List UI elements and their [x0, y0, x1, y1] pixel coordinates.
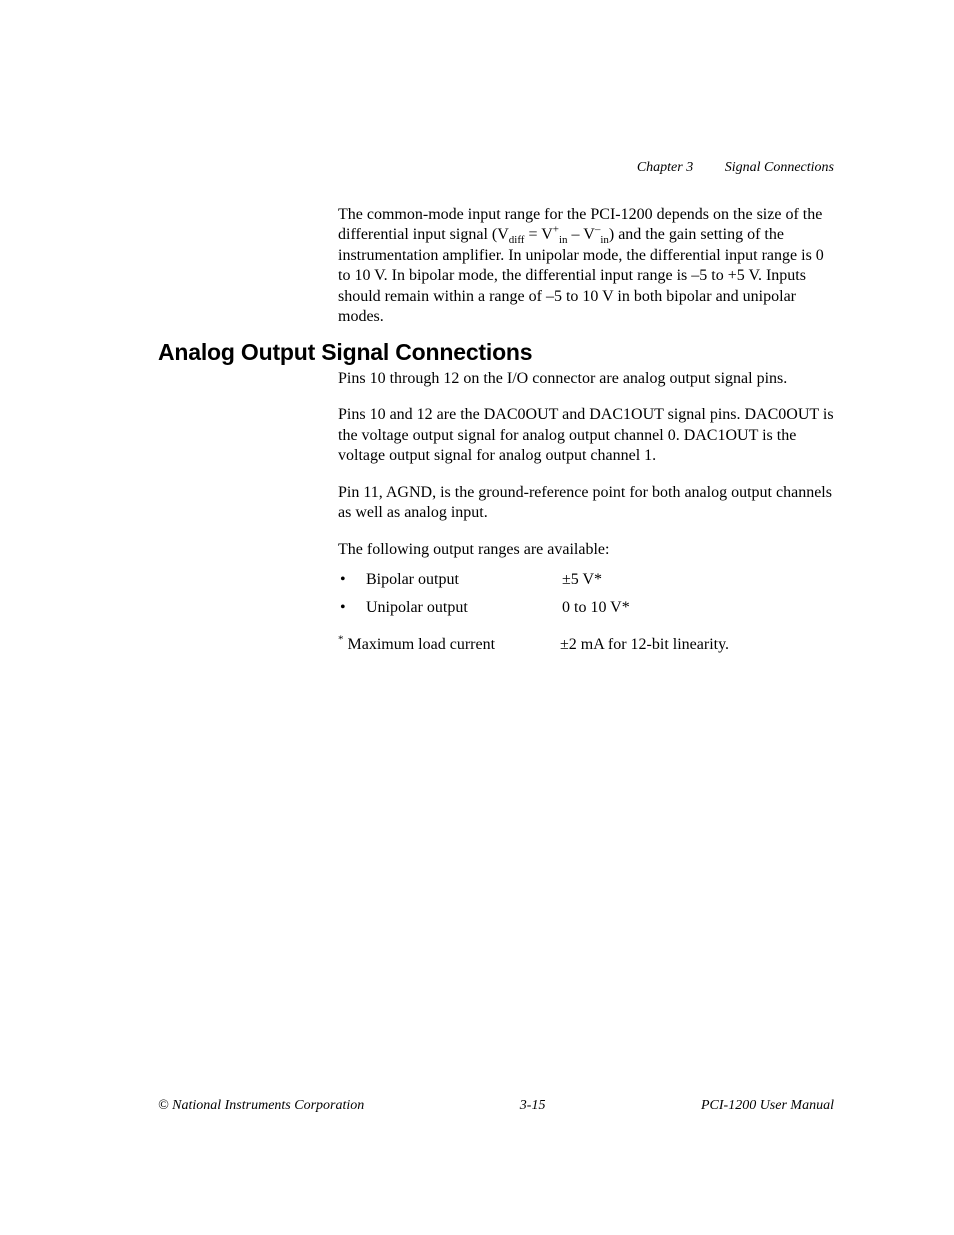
para-2: Pins 10 and 12 are the DAC0OUT and DAC1O…: [338, 405, 836, 466]
bullet-label: Unipolar output: [366, 596, 562, 620]
bullet-value: ±5 V*: [562, 568, 836, 592]
document-page: Chapter 3 Signal Connections The common-…: [0, 0, 954, 1235]
bullet-icon: •: [338, 596, 366, 620]
footnote-label-text: Maximum load current: [344, 636, 496, 653]
bullet-value: 0 to 10 V*: [562, 596, 836, 620]
intro-mid1: = V: [524, 226, 552, 243]
intro-block: The common-mode input range for the PCI-…: [338, 205, 836, 344]
list-item: • Bipolar output ±5 V*: [338, 568, 836, 592]
footnote-row: * Maximum load current ±2 mA for 12-bit …: [338, 636, 836, 654]
intro-mid2: – V: [568, 226, 595, 243]
list-item: • Unipolar output 0 to 10 V*: [338, 596, 836, 620]
para-1: Pins 10 through 12 on the I/O connector …: [338, 369, 836, 389]
footer-right: PCI-1200 User Manual: [701, 1098, 834, 1114]
page-header: Chapter 3 Signal Connections: [0, 160, 834, 176]
intro-sub-diff: diff: [509, 235, 525, 247]
para-4: The following output ranges are availabl…: [338, 540, 836, 560]
page-footer: © National Instruments Corporation 3-15 …: [158, 1098, 834, 1114]
intro-paragraph: The common-mode input range for the PCI-…: [338, 205, 836, 328]
bullet-label: Bipolar output: [366, 568, 562, 592]
section-heading: Analog Output Signal Connections: [158, 339, 532, 366]
section-body: Pins 10 through 12 on the I/O connector …: [338, 369, 836, 654]
output-range-list: • Bipolar output ±5 V* • Unipolar output…: [338, 568, 836, 620]
header-title: Signal Connections: [725, 160, 834, 175]
footer-left: © National Instruments Corporation: [158, 1098, 364, 1114]
footer-center: 3-15: [520, 1098, 546, 1114]
header-chapter: Chapter 3: [637, 160, 693, 175]
bullet-icon: •: [338, 568, 366, 592]
footnote-value: ±2 mA for 12-bit linearity.: [560, 636, 836, 654]
intro-sub-in1: in: [559, 235, 568, 247]
para-3: Pin 11, AGND, is the ground-reference po…: [338, 483, 836, 524]
footnote-label: * Maximum load current: [338, 636, 560, 654]
intro-sub-in2: in: [600, 235, 609, 247]
